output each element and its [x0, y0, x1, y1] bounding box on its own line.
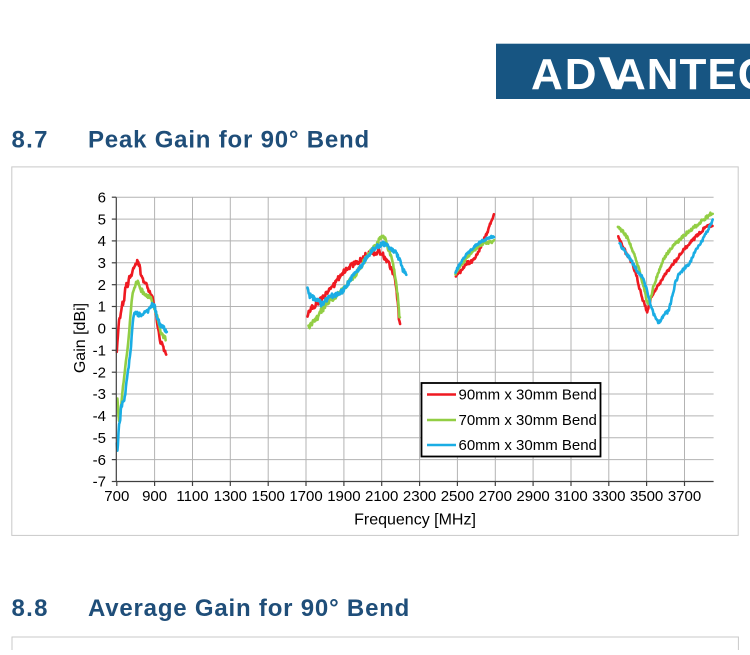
- svg-text:6: 6: [98, 189, 106, 206]
- svg-text:1: 1: [98, 299, 106, 316]
- svg-text:2700: 2700: [479, 488, 512, 505]
- svg-text:3700: 3700: [668, 488, 701, 505]
- svg-text:2500: 2500: [441, 488, 474, 505]
- svg-text:Peak Gain for 90° Bend: Peak Gain for 90° Bend: [88, 127, 370, 154]
- svg-text:-1: -1: [93, 343, 106, 360]
- svg-text:-7: -7: [93, 474, 106, 491]
- svg-text:900: 900: [142, 488, 167, 505]
- svg-text:700: 700: [104, 488, 129, 505]
- svg-text:2300: 2300: [403, 488, 436, 505]
- svg-text:5: 5: [98, 211, 106, 228]
- svg-text:1100: 1100: [176, 488, 208, 505]
- svg-text:ANTECH: ANTECH: [614, 50, 750, 99]
- svg-text:4: 4: [98, 233, 106, 250]
- svg-text:60mm x 30mm Bend: 60mm x 30mm Bend: [459, 437, 597, 454]
- svg-text:3300: 3300: [592, 488, 625, 505]
- svg-text:2100: 2100: [365, 488, 398, 505]
- svg-text:Frequency [MHz]: Frequency [MHz]: [354, 512, 476, 529]
- svg-text:-2: -2: [93, 364, 106, 381]
- svg-text:70mm x 30mm Bend: 70mm x 30mm Bend: [459, 412, 597, 429]
- svg-text:1300: 1300: [214, 488, 247, 505]
- svg-text:-6: -6: [93, 452, 106, 469]
- svg-text:Average Gain for 90° Bend: Average Gain for 90° Bend: [88, 595, 410, 622]
- svg-text:3100: 3100: [554, 488, 587, 505]
- svg-text:-4: -4: [93, 408, 106, 425]
- svg-text:-5: -5: [93, 430, 106, 447]
- svg-text:1900: 1900: [327, 488, 360, 505]
- svg-text:90mm x 30mm Bend: 90mm x 30mm Bend: [459, 387, 597, 404]
- svg-text:2900: 2900: [516, 488, 549, 505]
- svg-text:8.8: 8.8: [12, 595, 49, 622]
- svg-text:2: 2: [98, 277, 106, 294]
- svg-text:3500: 3500: [630, 488, 663, 505]
- svg-text:1500: 1500: [252, 488, 285, 505]
- svg-text:-3: -3: [93, 386, 106, 403]
- svg-text:0: 0: [98, 321, 106, 338]
- svg-text:AD: AD: [531, 50, 599, 99]
- svg-text:1700: 1700: [289, 488, 322, 505]
- svg-text:3: 3: [98, 255, 106, 272]
- svg-text:Gain [dBi]: Gain [dBi]: [72, 303, 89, 373]
- svg-text:8.7: 8.7: [12, 127, 49, 154]
